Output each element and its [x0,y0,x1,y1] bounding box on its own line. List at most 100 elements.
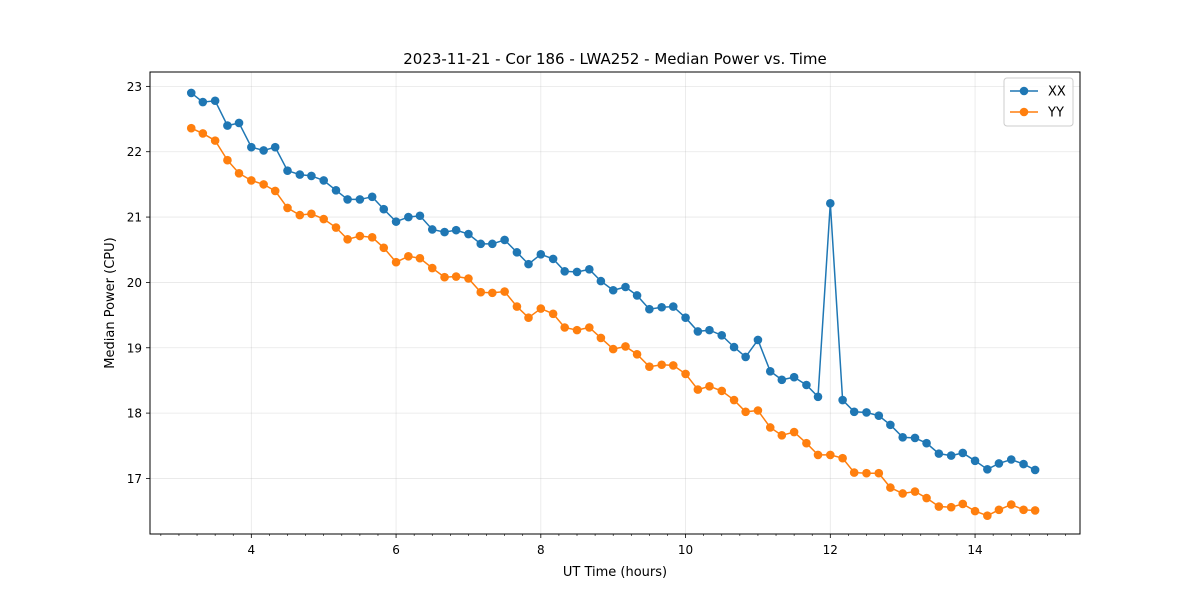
series-xx-point [970,456,980,466]
y-tick-label: 21 [127,211,142,225]
series-xx-point [440,227,449,237]
series-yy-point [536,304,546,313]
series-xx-point [874,411,884,421]
series-xx-point [849,407,859,417]
series-xx-point [572,267,582,277]
y-tick: 18 [127,407,150,421]
x-tick: 10 [678,534,693,557]
series-yy-point [379,243,389,253]
series-xx-point [476,239,486,249]
series-xx-point [753,335,763,345]
series-xx-point [198,97,208,107]
series-xx-point [427,225,437,234]
series-yy-point [451,272,461,281]
series-yy-point [234,168,244,178]
series-xx-point [223,121,232,130]
y-tick-label: 19 [127,341,142,355]
series-xx-point [536,250,546,259]
series-yy-point [874,468,884,478]
series-yy-point [994,505,1004,515]
series-yy-point [572,325,582,335]
series-xx-point [283,166,292,175]
series-xx-point [608,285,618,295]
x-tick: 14 [967,534,983,557]
series-xx-point [512,248,522,257]
series-yy-point [343,234,352,244]
series-xx-point [946,451,956,460]
series-xx-point [741,352,750,362]
series-xx-point [813,392,823,402]
series-xx-point [307,171,316,181]
x-tick-label: 14 [967,543,982,557]
series-xx-point [379,204,389,214]
series-xx-point [270,142,280,152]
series-yy-point [560,323,570,332]
y-tick: 21 [127,211,150,225]
series-yy-point [753,406,763,415]
series-yy-point [826,450,835,460]
series-yy-point [223,155,232,165]
y-tick-label: 18 [127,407,142,421]
series-yy-point [198,129,208,138]
legend-label-xx: XX [1048,85,1066,100]
series-xx-point [729,342,739,352]
y-axis-label: Median Power (CPU) [103,237,118,368]
series-yy-point [404,251,413,261]
series-xx-point [802,380,811,390]
series-xx-point [789,372,799,382]
series-yy-point [898,489,907,498]
series-yy-point [946,502,956,512]
series-yy-point [440,272,449,282]
series-yy-point [307,209,316,219]
series-xx-point [247,142,256,152]
series-xx-point [705,325,714,335]
series-xx-point [560,267,570,276]
series-yy-point [331,223,341,232]
series-xx-point [186,88,196,98]
series-yy-point [512,302,522,311]
x-axis-label: UT Time (hours) [563,565,667,580]
x-tick: 6 [392,534,400,557]
series-yy-point [910,487,920,496]
series-yy-point [849,468,859,477]
series-xx-point [1019,459,1028,469]
series-yy-point [608,344,618,354]
y-tick: 20 [127,276,150,290]
grid [150,72,1080,534]
legend-marker-xx [1019,86,1029,96]
series-xx-point [343,195,352,204]
series-yy [186,123,1040,521]
series-xx-point [958,448,968,458]
series-xx-point [355,195,365,204]
series-xx-point [259,146,268,155]
series-xx-point [983,465,992,474]
series-xx-point [488,239,497,249]
y-tick-label: 22 [127,145,142,159]
series-xx-point [645,304,654,314]
series-xx-point [451,225,461,235]
series-yy-point [765,423,775,432]
series-yy-point [632,349,642,359]
series-yy-point [524,313,533,323]
series-yy-point [210,136,220,145]
series-yy-point [813,450,823,460]
series-xx-point [367,192,377,202]
series-yy-point [427,263,437,273]
series-xx-point [585,265,594,274]
series-xx-point [862,408,871,417]
series-layer [186,88,1040,521]
series-yy-point [645,362,654,372]
legend: XX YY [1003,77,1074,127]
series-xx-point [234,118,244,128]
series-xx-point [994,459,1004,468]
x-tick: 12 [823,534,838,557]
y-tick: 23 [127,80,150,94]
series-xx-point [464,229,473,239]
series-yy-point [802,438,811,448]
series-xx-point [922,438,931,448]
series-yy-point [705,382,714,391]
series-yy-point [693,385,703,394]
series-yy-point [729,395,739,405]
series-xx [186,88,1040,475]
